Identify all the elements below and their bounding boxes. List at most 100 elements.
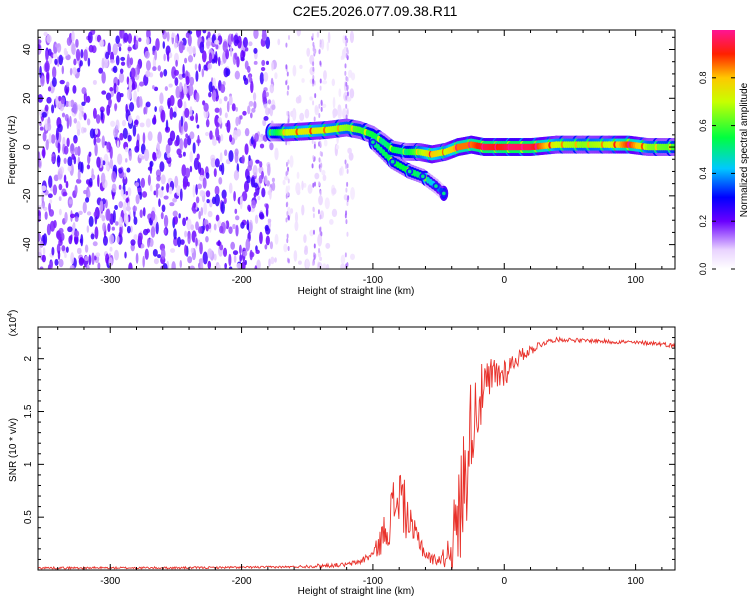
- noise-blob: [233, 191, 236, 202]
- noise-blob: [183, 121, 188, 133]
- noise-blob: [79, 60, 83, 67]
- noise-blob: [205, 131, 210, 137]
- noise-blob: [137, 187, 142, 193]
- noise-blob: [90, 233, 95, 240]
- noise-blob: [143, 148, 150, 162]
- noise-streak: [312, 46, 315, 52]
- noise-blob: [189, 76, 195, 86]
- noise-streak: [344, 70, 347, 76]
- noise-blob: [41, 195, 44, 204]
- noise-blob: [258, 212, 264, 219]
- noise-blob: [240, 221, 245, 229]
- noise-blob: [69, 115, 72, 128]
- noise-blob: [309, 96, 313, 101]
- noise-blob: [197, 226, 203, 234]
- noise-blob: [222, 41, 228, 53]
- noise-streak: [312, 61, 315, 67]
- noise-blob: [205, 172, 210, 179]
- noise-blob: [53, 174, 59, 182]
- noise-blob: [235, 116, 240, 127]
- noise-streak: [344, 213, 347, 219]
- noise-blob: [295, 182, 301, 195]
- noise-blob: [69, 143, 75, 155]
- noise-blob: [73, 138, 78, 144]
- noise-blob: [136, 84, 140, 93]
- noise-blob: [135, 39, 139, 50]
- noise-blob: [192, 142, 196, 154]
- noise-blob: [350, 253, 355, 260]
- noise-blob: [201, 190, 206, 196]
- noise-blob: [48, 209, 55, 217]
- noise-blob: [215, 214, 220, 222]
- noise-blob: [321, 103, 327, 108]
- noise-blob: [182, 181, 187, 190]
- noise-streak: [312, 100, 315, 106]
- noise-blob: [55, 95, 58, 106]
- noise-blob: [70, 234, 73, 241]
- noise-blob: [123, 32, 129, 43]
- noise-blob: [173, 228, 177, 240]
- noise-streak: [345, 219, 348, 225]
- noise-blob: [192, 45, 196, 55]
- colorbar-ticks: 0.0 0.2 0.4 0.6 0.8: [698, 72, 735, 275]
- noise-blob: [349, 88, 355, 99]
- noise-blob: [83, 189, 88, 195]
- snr-series-line: [38, 336, 675, 570]
- noise-blob: [119, 68, 124, 74]
- noise-blob: [111, 226, 115, 231]
- noise-streak: [287, 178, 290, 184]
- snr-y-axis-label: SNR (10 * v/v): [8, 418, 19, 482]
- noise-blob: [113, 127, 119, 138]
- noise-blob: [128, 150, 132, 162]
- noise-blob: [323, 139, 328, 147]
- noise-blob: [324, 197, 330, 210]
- noise-blob: [77, 67, 81, 73]
- noise-blob: [140, 244, 145, 249]
- noise-blob: [67, 156, 73, 167]
- noise-streak: [286, 191, 289, 197]
- noise-blob: [339, 167, 343, 176]
- x-tick-label: -200: [232, 275, 252, 286]
- noise-blob: [263, 115, 269, 121]
- noise-blob: [89, 128, 96, 139]
- noise-blob: [219, 107, 222, 116]
- noise-blob: [260, 67, 266, 72]
- noise-blob: [109, 146, 113, 160]
- noise-blob: [261, 59, 266, 67]
- noise-blob: [247, 105, 251, 115]
- noise-streak: [287, 85, 290, 91]
- snr-y-unit: (x104): [7, 310, 19, 337]
- noise-blob: [184, 244, 188, 256]
- noise-blob: [303, 248, 308, 256]
- noise-blob: [47, 122, 52, 131]
- noise-blob: [154, 106, 157, 113]
- noise-blob: [73, 156, 77, 165]
- noise-blob: [232, 223, 236, 230]
- noise-blob: [182, 151, 186, 157]
- noise-blob: [73, 118, 78, 124]
- noise-blob: [331, 208, 338, 218]
- noise-blob: [76, 120, 81, 132]
- x-tick-label: 100: [627, 576, 644, 587]
- noise-blob: [159, 92, 164, 105]
- noise-blob: [119, 30, 125, 39]
- noise-blob: [208, 91, 212, 98]
- noise-blob: [127, 187, 132, 197]
- noise-blob: [76, 129, 81, 136]
- noise-blob: [242, 250, 248, 257]
- noise-blob: [152, 248, 158, 257]
- noise-blob: [96, 156, 101, 168]
- noise-blob: [133, 119, 139, 126]
- noise-blob: [109, 59, 115, 64]
- noise-blob: [211, 59, 216, 64]
- noise-blob: [220, 134, 224, 142]
- noise-blob: [126, 167, 131, 173]
- noise-blob: [115, 35, 121, 45]
- noise-blob: [337, 107, 343, 117]
- noise-blob: [63, 47, 68, 56]
- noise-blob: [152, 85, 155, 90]
- noise-blob: [184, 57, 188, 64]
- noise-blob: [223, 96, 228, 102]
- noise-blob: [271, 181, 276, 191]
